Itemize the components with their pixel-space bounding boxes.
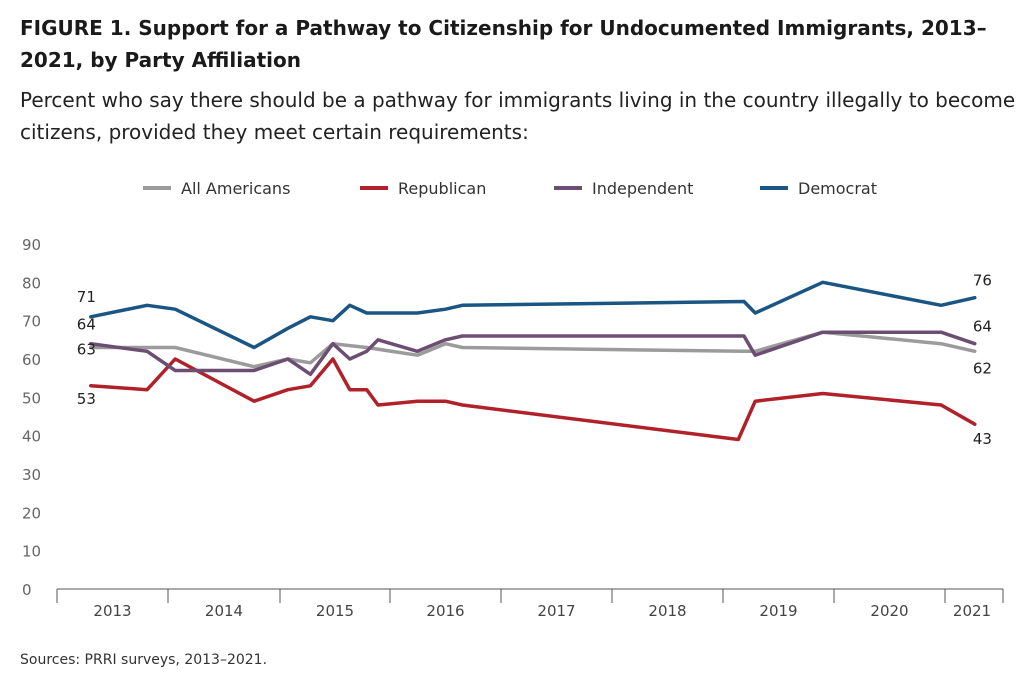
figure-title: FIGURE 1. Support for a Pathway to Citiz… bbox=[20, 16, 987, 72]
x-tick-label: 2015 bbox=[316, 602, 354, 620]
legend-label: Democrat bbox=[798, 179, 877, 198]
y-tick-label: 30 bbox=[22, 466, 41, 484]
y-tick-label: 20 bbox=[22, 504, 41, 522]
start-value-label: 63 bbox=[77, 341, 96, 359]
start-value-label: 53 bbox=[77, 390, 96, 408]
x-tick-label: 2017 bbox=[537, 602, 575, 620]
y-tick-label: 50 bbox=[22, 389, 41, 407]
end-value-label: 64 bbox=[973, 318, 992, 336]
x-tick-label: 2014 bbox=[205, 602, 243, 620]
y-tick-label: 60 bbox=[22, 351, 41, 369]
figure-subtitle: Percent who say there should be a pathwa… bbox=[20, 88, 1016, 144]
end-value-label: 43 bbox=[973, 430, 992, 448]
series-line-independent bbox=[89, 330, 977, 377]
x-tick-label: 2021 bbox=[953, 602, 991, 620]
x-tick-label: 2016 bbox=[426, 602, 464, 620]
x-tick-label: 2018 bbox=[648, 602, 686, 620]
x-tick-label: 2013 bbox=[93, 602, 131, 620]
series-line-republican bbox=[89, 357, 977, 442]
end-value-label: 76 bbox=[973, 272, 992, 290]
series-line-democrat bbox=[89, 280, 977, 350]
start-value-label: 71 bbox=[77, 288, 96, 306]
x-tick-label: 2019 bbox=[759, 602, 797, 620]
source-note: Sources: PRRI surveys, 2013–2021. bbox=[20, 652, 268, 668]
y-tick-label: 80 bbox=[22, 274, 41, 292]
y-tick-label: 0 bbox=[22, 581, 32, 599]
legend-label: Independent bbox=[592, 179, 693, 198]
y-tick-label: 10 bbox=[22, 543, 41, 561]
y-tick-label: 70 bbox=[22, 313, 41, 331]
y-tick-label: 90 bbox=[22, 236, 41, 254]
y-tick-label: 40 bbox=[22, 428, 41, 446]
x-tick-label: 2020 bbox=[870, 602, 908, 620]
start-value-label: 64 bbox=[77, 316, 96, 334]
legend-label: All Americans bbox=[181, 179, 290, 198]
series-line-all-americans bbox=[89, 330, 977, 369]
legend-label: Republican bbox=[398, 179, 486, 198]
end-value-label: 62 bbox=[973, 359, 992, 377]
